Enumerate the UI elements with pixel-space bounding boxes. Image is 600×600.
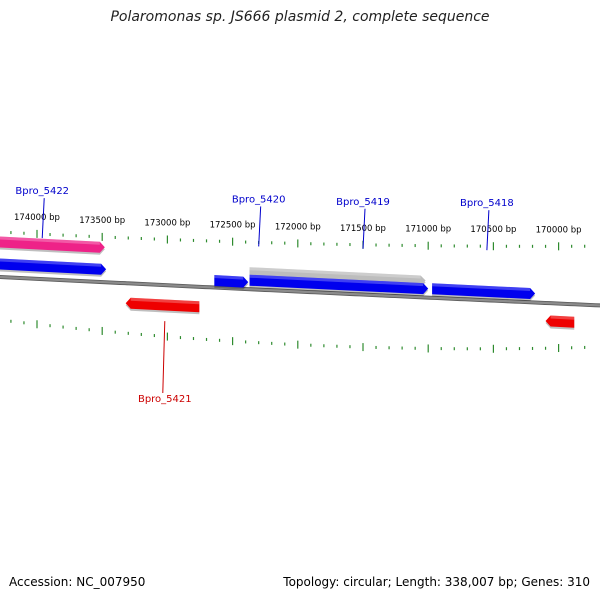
gene-g-blue-small	[214, 275, 249, 288]
gene-label: Bpro_5422	[15, 186, 69, 197]
labels: 174000 bp 173500 bp 173000 bp 172500 bp 1720…	[14, 186, 582, 405]
ruler-label: 173500 bp	[79, 216, 125, 226]
gene-highlight	[550, 315, 575, 320]
gene-label: Bpro_5418	[460, 198, 514, 209]
gene-g-grey	[249, 267, 426, 286]
gene-highlight	[130, 297, 200, 305]
gene-highlight	[0, 236, 100, 245]
gene-highlight	[214, 275, 244, 280]
gene-label: Bpro_5419	[336, 197, 390, 208]
gene-leader-line	[258, 206, 262, 247]
map-title: Polaromonas sp. JS666 plasmid 2, complet…	[110, 9, 490, 25]
ruler-label: 173000 bp	[144, 218, 190, 228]
ruler-label: 172000 bp	[275, 222, 321, 232]
gene-leader-line	[362, 208, 366, 249]
backbone	[0, 274, 600, 308]
gene-g-blue-long	[249, 274, 429, 295]
genes	[0, 236, 575, 330]
gene-leader-line	[486, 210, 490, 251]
gene-label: Bpro_5420	[232, 194, 286, 205]
gene-highlight	[432, 283, 531, 291]
ruler-label: 170000 bp	[536, 225, 582, 235]
ruler-label: 170500 bp	[470, 225, 516, 235]
tick-marks	[10, 229, 586, 353]
gene-g-blue-5418	[432, 283, 536, 299]
topology-summary-text: Topology: circular; Length: 338,007 bp; …	[283, 575, 590, 589]
gene-highlight	[249, 267, 421, 279]
gene-g-red-5421	[125, 297, 200, 313]
accession-text: Accession: NC_007950	[9, 575, 146, 589]
backbone-line	[0, 275, 600, 307]
ruler-label: 171500 bp	[340, 224, 386, 234]
gene-g-blue-left	[0, 258, 107, 275]
ruler-label: 174000 bp	[14, 213, 60, 223]
gene-g-pink	[0, 236, 105, 253]
gene-leader-line	[162, 321, 166, 394]
ruler-label: 171000 bp	[405, 225, 451, 235]
gene-highlight	[249, 274, 424, 287]
gene-g-red-right	[545, 315, 575, 328]
gene-label: Bpro_5421	[138, 394, 192, 405]
gene-highlight	[0, 258, 102, 267]
ruler-label: 172500 bp	[210, 221, 256, 231]
gene-leader-line	[41, 198, 45, 239]
